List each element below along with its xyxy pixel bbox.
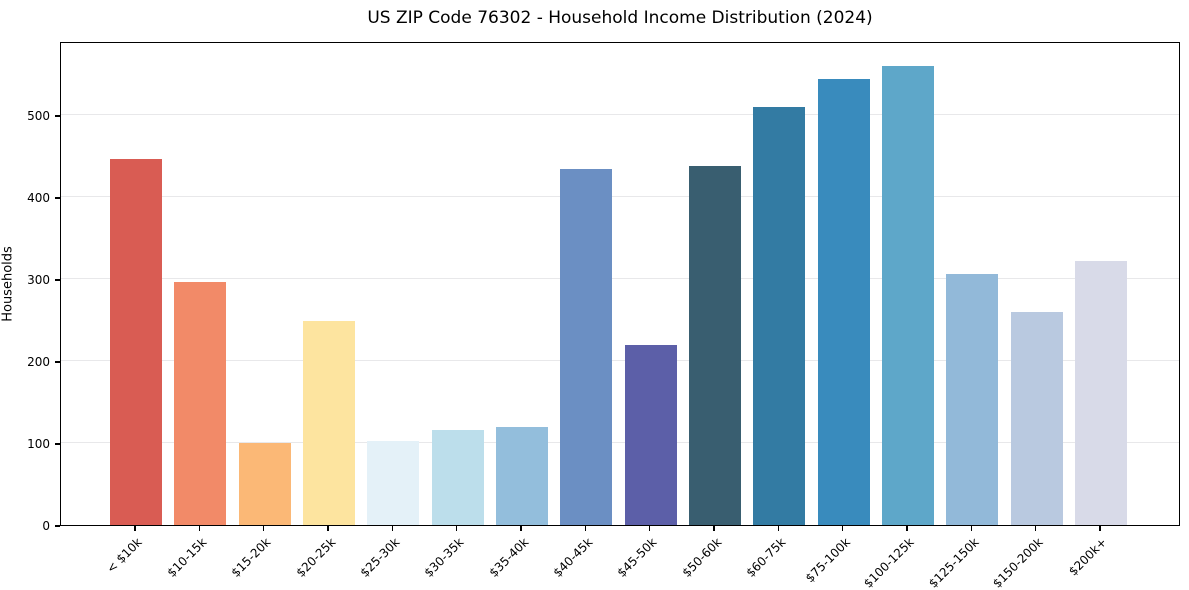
x-tick-label-$45-50k: $45-50k	[614, 535, 660, 580]
bar-$50-60k	[689, 165, 741, 525]
bar-$75-100k	[817, 78, 870, 525]
y-tick-label-200: 200	[27, 354, 50, 369]
x-tick-mark-< $10k	[134, 526, 136, 531]
x-tick-mark-$75-100k	[841, 526, 844, 531]
y-tick-label-300: 300	[27, 272, 50, 287]
bar-< $10k	[110, 159, 162, 525]
y-tick-label-500: 500	[27, 108, 50, 123]
gridline-y200	[61, 359, 1179, 361]
x-tick-label-$10-15k: $10-15k	[164, 535, 210, 580]
x-tick-mark-$10-15k	[198, 526, 201, 531]
x-tick-mark-$200k+	[1099, 526, 1101, 531]
x-tick-mark-$35-40k	[520, 526, 522, 531]
x-tick-label-$150-200k: $150-200k	[989, 535, 1046, 590]
y-tick-mark-500	[55, 115, 60, 117]
x-tick-label-$25-30k: $25-30k	[357, 535, 403, 580]
x-tick-label-$60-75k: $60-75k	[743, 535, 789, 580]
bar-$200k+	[1075, 260, 1127, 525]
x-tick-label-$15-20k: $15-20k	[228, 535, 274, 580]
bar-$100-125k	[882, 65, 934, 525]
bar-$45-50k	[624, 344, 677, 525]
plot-area	[60, 42, 1180, 526]
bar-$30-35k	[431, 429, 484, 525]
chart-title: US ZIP Code 76302 - Household Income Dis…	[367, 8, 873, 28]
x-tick-label-$200k+: $200k+	[1066, 535, 1110, 579]
y-tick-mark-100	[55, 443, 60, 445]
x-tick-label-$50-60k: $50-60k	[679, 535, 724, 580]
x-tick-label-$40-45k: $40-45k	[550, 535, 596, 580]
bar-$15-20k	[238, 442, 291, 525]
y-tick-mark-400	[55, 197, 60, 199]
x-tick-mark-$125-150k	[970, 526, 973, 531]
y-tick-label-0: 0	[42, 519, 50, 533]
y-tick-mark-200	[55, 361, 60, 363]
bar-$25-30k	[367, 441, 420, 525]
y-tick-label-100: 100	[27, 436, 50, 451]
x-tick-mark-$50-60k	[713, 526, 715, 531]
x-tick-label-$35-40k: $35-40k	[486, 535, 531, 580]
x-tick-mark-$20-25k	[327, 526, 329, 531]
bar-$40-45k	[560, 168, 613, 525]
bar-$20-25k	[303, 320, 355, 525]
gridline-y100	[61, 441, 1179, 443]
x-tick-mark-$100-125k	[906, 526, 908, 531]
x-tick-label-$75-100k: $75-100k	[802, 535, 853, 586]
x-tick-label-< $10k: < $10k	[104, 535, 145, 576]
bar-$35-40k	[496, 426, 548, 525]
bar-$150-200k	[1010, 311, 1063, 525]
x-tick-mark-$30-35k	[455, 526, 458, 531]
x-tick-mark-$25-30k	[391, 526, 394, 531]
y-tick-label-400: 400	[27, 190, 50, 205]
x-tick-mark-$45-50k	[648, 526, 651, 531]
x-tick-mark-$150-200k	[1034, 526, 1037, 531]
x-tick-mark-$15-20k	[262, 526, 265, 531]
bar-$60-75k	[753, 106, 806, 525]
x-tick-mark-$60-75k	[777, 526, 780, 531]
gridline-y300	[61, 277, 1179, 279]
x-tick-label-$100-125k: $100-125k	[861, 535, 917, 590]
x-tick-mark-$40-45k	[584, 526, 587, 531]
y-tick-mark-0	[55, 525, 60, 527]
bar-$10-15k	[174, 282, 227, 525]
x-tick-label-$125-150k: $125-150k	[925, 535, 982, 590]
y-tick-mark-300	[55, 279, 60, 281]
x-tick-label-$30-35k: $30-35k	[421, 535, 467, 580]
gridline-y400	[61, 195, 1179, 197]
bar-$125-150k	[946, 273, 999, 525]
gridline-y500	[61, 113, 1179, 115]
x-tick-label-$20-25k: $20-25k	[293, 535, 338, 580]
